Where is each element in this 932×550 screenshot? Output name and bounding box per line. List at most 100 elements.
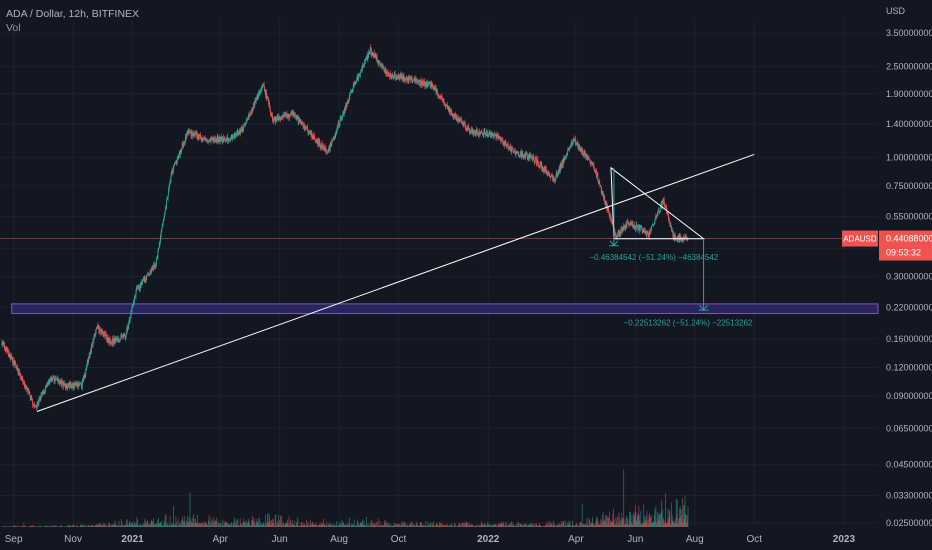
candle-body (468, 129, 470, 131)
volume-bar (603, 520, 605, 527)
volume-bar (112, 525, 114, 527)
volume-bar (475, 524, 477, 527)
volume-bar (618, 512, 620, 527)
candle-body (422, 85, 424, 86)
volume-bar (505, 521, 507, 527)
volume-bar (117, 526, 119, 527)
volume-bar (489, 523, 491, 527)
volume-bar (289, 519, 291, 527)
volume-bar (377, 518, 379, 527)
candle-body (137, 286, 139, 288)
volume-bar (102, 524, 104, 527)
x-tick-label: Jun (627, 534, 643, 545)
candle-body (608, 208, 610, 212)
candle-body (581, 149, 583, 154)
candle-body (590, 162, 591, 165)
candle-body (663, 198, 665, 203)
volume-bar (194, 519, 196, 527)
candle-body (448, 108, 450, 112)
support-zone[interactable] (11, 303, 879, 314)
volume-bar (599, 518, 601, 527)
currency-label: USD (886, 6, 906, 16)
candle-body (77, 383, 79, 388)
volume-bar (111, 523, 113, 527)
y-tick-label: 0.22000000 (886, 302, 932, 312)
candle-body (409, 76, 411, 79)
candle-body (85, 369, 87, 375)
volume-bar (364, 524, 365, 527)
volume-bar (389, 523, 391, 527)
candle-body (327, 149, 329, 152)
volume-label[interactable]: Vol (6, 22, 21, 34)
candle-body (74, 382, 75, 386)
volume-bar (168, 526, 170, 527)
candle-body (389, 72, 391, 77)
volume-bar (143, 524, 145, 527)
volume-bar (325, 522, 327, 527)
candle-body (450, 108, 452, 114)
candle-body (122, 337, 124, 339)
candle-body (30, 395, 32, 398)
candle-body (305, 126, 307, 128)
volume-bar (612, 521, 613, 527)
candle-body (385, 71, 387, 73)
candle-body (453, 114, 455, 117)
candle-body (283, 113, 285, 115)
candle-body (334, 135, 336, 137)
candle-body (387, 72, 389, 75)
volume-bar (190, 525, 191, 527)
candle-body (2, 341, 4, 344)
candle-body (624, 227, 626, 229)
candle-body (111, 342, 113, 343)
candle-body (384, 69, 386, 72)
y-tick-label: 0.55000000 (886, 212, 932, 222)
candle-body (373, 52, 375, 58)
volume-bar (270, 525, 272, 527)
volume-bar (527, 525, 529, 527)
candle-body (612, 222, 613, 224)
candle-body (547, 172, 549, 175)
candle-body (61, 380, 63, 385)
volume-bar (164, 522, 166, 527)
candle-body (245, 121, 247, 124)
volume-bar (408, 524, 410, 527)
candle-body (345, 106, 346, 110)
volume-bar (123, 525, 125, 527)
volume-bar (659, 514, 661, 527)
time-axis[interactable]: Sep Nov 2021 Apr Jun Aug Oct 2022 Apr Jun Aug Oct 20… (5, 534, 856, 545)
candle-body (202, 138, 204, 142)
candle-body (54, 380, 56, 382)
candle-body (664, 206, 666, 208)
candle-body (408, 77, 410, 81)
volume-bar (183, 521, 185, 527)
drawings[interactable]: −0.46384542 (−51.24%) −46384542−0.225132… (0, 153, 878, 412)
candle-body (78, 383, 80, 386)
candle-body (464, 122, 466, 126)
candle-body (102, 331, 104, 333)
volume-bar (170, 525, 172, 527)
candle-body (442, 98, 444, 100)
volume-bar (274, 515, 276, 527)
candle-body (466, 128, 468, 130)
candle-body (414, 77, 416, 79)
volume-bar (154, 525, 155, 527)
volume-bar (451, 524, 453, 527)
volume-bar (382, 525, 384, 527)
volume-bar (679, 506, 681, 527)
volume-bar (608, 524, 610, 527)
candle-body (470, 129, 472, 133)
candle-body (482, 134, 484, 135)
candle-body (110, 342, 112, 345)
symbol-title[interactable]: ADA / Dollar, 12h, BITFINEX (6, 8, 140, 20)
volume-bar (393, 524, 395, 527)
volume-bar (119, 525, 121, 527)
candle-body (337, 127, 339, 129)
candle-body (43, 390, 45, 394)
candle-body (348, 96, 350, 101)
candle-body (62, 382, 64, 387)
candle-body (78, 383, 80, 386)
volume-bar (439, 522, 440, 527)
volume-bar (245, 522, 247, 527)
candle-body (49, 379, 51, 384)
